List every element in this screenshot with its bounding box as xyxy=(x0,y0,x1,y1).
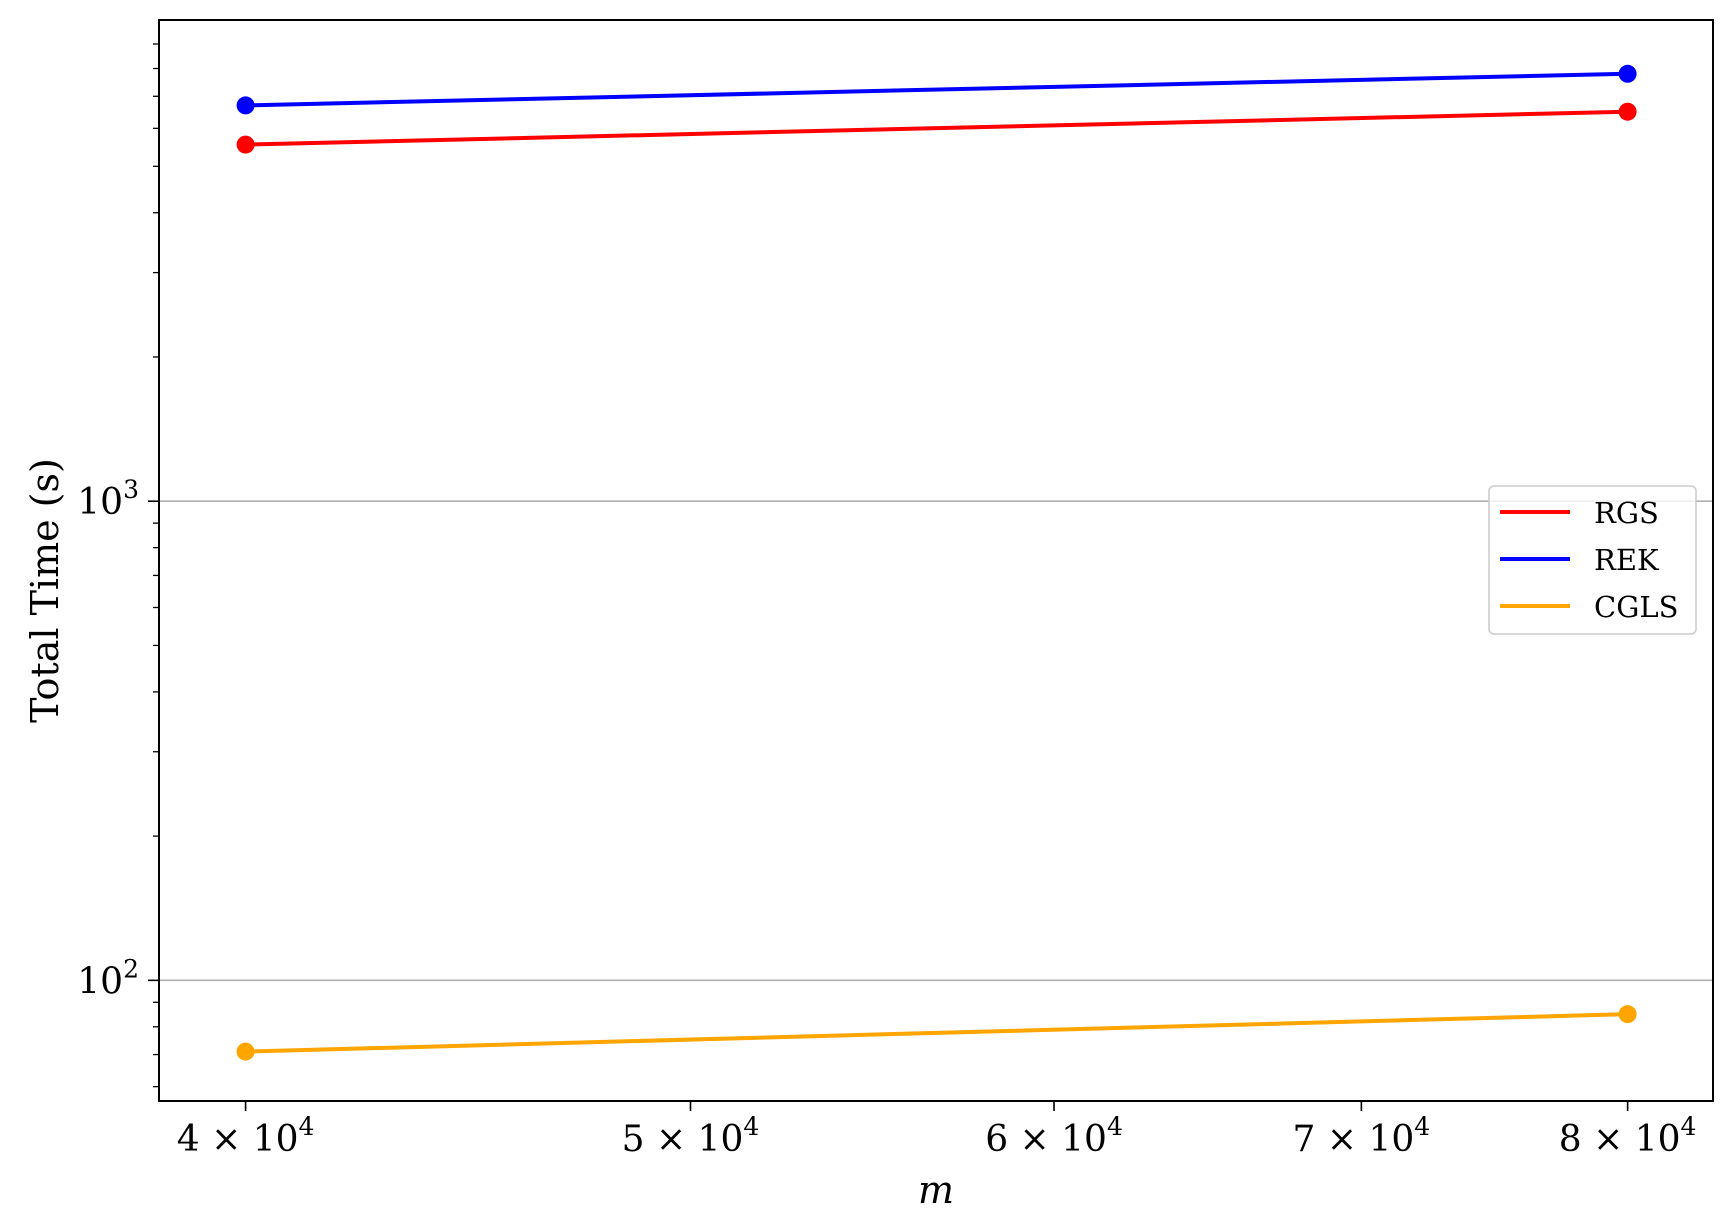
y-axis-label: Total Time (s) xyxy=(23,458,67,723)
data-point-cgls xyxy=(1618,1005,1637,1024)
data-point-rek xyxy=(1618,64,1637,83)
series-line-cgls xyxy=(245,1012,1628,1054)
legend-label-rek: REK xyxy=(1594,543,1660,577)
series-line-rgs xyxy=(245,109,1628,147)
data-point-rgs xyxy=(236,135,255,154)
x-tick-label: 8 × 104 xyxy=(1559,1112,1697,1160)
series-cgls xyxy=(236,1005,1637,1061)
legend-label-rgs: RGS xyxy=(1594,496,1659,530)
x-tick-label: 7 × 104 xyxy=(1293,1112,1431,1160)
legend-box xyxy=(1488,485,1697,635)
x-axis-ticks: 4 × 104 5 × 104 6 × 104 7 × 104 8 × 104 xyxy=(177,1101,1697,1160)
y-axis-ticks: 102 103 xyxy=(77,43,159,1088)
x-tick-label: 6 × 104 xyxy=(985,1112,1123,1160)
series-line-rek xyxy=(245,71,1628,108)
x-tick-label: 5 × 104 xyxy=(622,1112,760,1160)
data-point-rek xyxy=(236,96,255,115)
plot-series xyxy=(236,64,1637,1061)
grid-lines xyxy=(159,500,1713,982)
data-point-cgls xyxy=(236,1042,255,1061)
series-rgs xyxy=(236,102,1637,154)
y-tick-label: 103 xyxy=(77,475,139,523)
legend: RGS REK CGLS xyxy=(1488,485,1697,635)
legend-label-cgls: CGLS xyxy=(1594,590,1678,624)
y-tick-label: 102 xyxy=(77,954,139,1002)
data-point-rgs xyxy=(1618,102,1637,121)
x-tick-label: 4 × 104 xyxy=(177,1112,315,1160)
axes-frame xyxy=(158,19,1714,1102)
x-axis-label: m xyxy=(918,1168,954,1212)
series-rek xyxy=(236,64,1637,115)
